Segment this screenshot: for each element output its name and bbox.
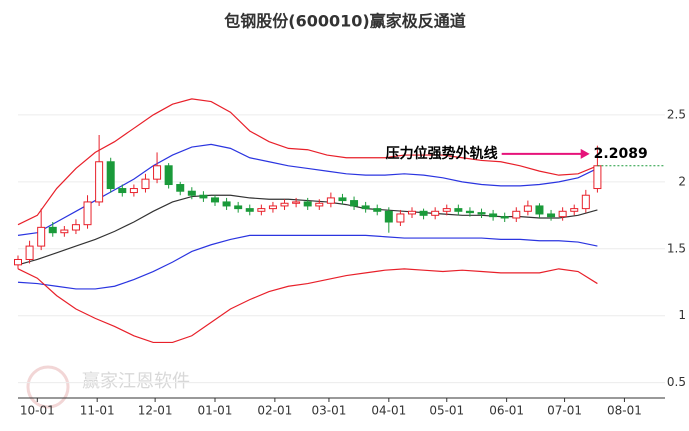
x-tick-label: 10-01 <box>20 404 55 418</box>
y-tick-label: 1.5 <box>667 241 686 255</box>
candle-body <box>442 208 451 212</box>
channel-line <box>17 268 598 344</box>
candle-body <box>25 245 34 260</box>
x-tick-label: 08-01 <box>607 404 642 418</box>
candle-body <box>292 201 301 204</box>
x-tick-label: 05-01 <box>429 404 464 418</box>
candle-body <box>431 210 440 216</box>
candle-body <box>547 213 556 218</box>
y-tick-label: 1 <box>678 308 686 322</box>
x-tick-label: 02-01 <box>257 404 292 418</box>
candle-body <box>407 210 416 215</box>
candle-body <box>303 201 312 207</box>
watermark: 赢家江恩软件 <box>82 370 190 392</box>
candle-body <box>581 194 590 210</box>
candle-body <box>60 229 69 234</box>
candle-body <box>396 213 405 223</box>
candle-body <box>315 202 324 207</box>
candle-body <box>48 226 57 234</box>
candle-body <box>454 208 463 212</box>
candle-body <box>176 184 185 192</box>
x-tick-label: 04-01 <box>371 404 406 418</box>
candle-body <box>187 190 196 196</box>
candle-body <box>465 210 474 214</box>
candle-body <box>512 210 521 219</box>
candle-body <box>141 178 150 190</box>
candle-body <box>489 213 498 218</box>
x-tick-label: 01-01 <box>198 404 233 418</box>
candle-body <box>95 161 104 203</box>
y-tick-label: 2 <box>678 174 686 188</box>
x-tick-label: 07-01 <box>547 404 582 418</box>
candle-body <box>419 210 428 216</box>
candle-body <box>14 258 22 266</box>
candle-body <box>222 201 231 207</box>
candle-body <box>268 205 277 210</box>
candle-body <box>570 208 579 212</box>
x-tick-label: 11-01 <box>80 404 115 418</box>
x-tick-label: 06-01 <box>489 404 524 418</box>
candle-body <box>326 197 335 204</box>
candle-body <box>153 165 162 180</box>
candle-body <box>338 197 347 202</box>
candle-body <box>373 208 382 212</box>
candle-body <box>350 200 359 207</box>
candle-body <box>164 165 173 186</box>
x-tick-label: 03-01 <box>312 404 347 418</box>
candle-body <box>118 188 127 194</box>
candle-body <box>477 212 486 215</box>
candle-body <box>500 216 509 219</box>
candle-body <box>593 165 602 190</box>
candle-body <box>83 201 92 226</box>
candle-body <box>245 208 254 212</box>
channel-line <box>17 143 598 236</box>
candle-body <box>210 197 219 203</box>
y-tick-label: 2.5 <box>667 107 686 121</box>
watermark-logo <box>26 365 70 409</box>
candle-body <box>234 205 243 210</box>
candle-body <box>361 205 370 210</box>
candle-body <box>37 226 46 247</box>
candle-body <box>199 194 208 199</box>
candle-body <box>280 202 289 207</box>
candle-body <box>106 161 115 190</box>
arrow-head <box>580 148 590 159</box>
candle-body <box>523 205 532 212</box>
candle-body <box>71 224 80 231</box>
y-tick-label: 0.5 <box>667 375 686 389</box>
annotation-value: 2.2089 <box>594 146 648 162</box>
channel-line <box>17 234 598 290</box>
chart-title: 包钢股份(600010)赢家极反通道 <box>224 12 465 31</box>
candle-body <box>558 210 567 218</box>
candle-body <box>129 188 138 194</box>
x-tick-label: 12-01 <box>138 404 173 418</box>
candle-body <box>535 205 544 215</box>
annotation-label: 压力位强势外轨线 <box>386 145 498 162</box>
channel-line <box>17 98 598 226</box>
candle-body <box>257 208 266 212</box>
candle-body <box>384 210 393 223</box>
